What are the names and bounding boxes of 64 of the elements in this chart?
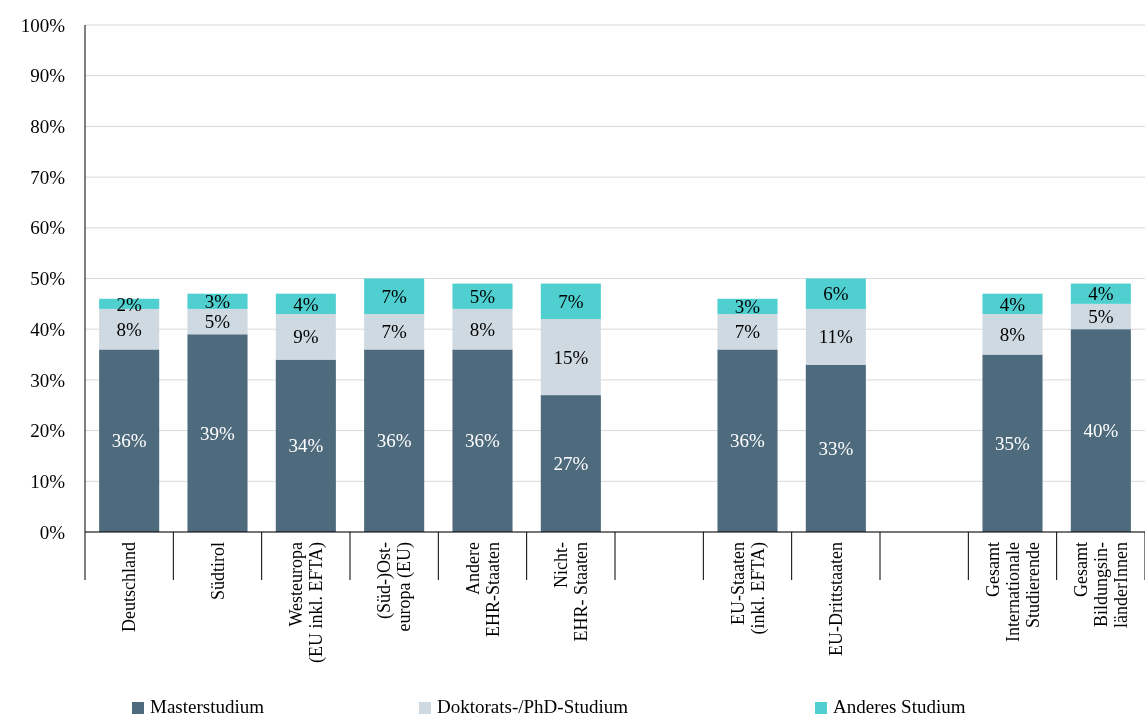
data-label: 40%	[1083, 420, 1119, 442]
bar	[982, 354, 1043, 532]
y-tick-label: 90%	[30, 65, 66, 87]
y-tick-label: 70%	[30, 166, 66, 188]
y-tick-label: 20%	[30, 420, 66, 442]
legend-label: Doktorats-/PhD-Studium	[437, 696, 629, 717]
bar	[540, 395, 601, 532]
x-tick-label: Westeuropa (EU inkl. EFTA)	[285, 541, 327, 664]
bar	[805, 364, 866, 532]
data-label: 33%	[818, 437, 854, 459]
data-label: 35%	[995, 432, 1031, 454]
bar	[452, 349, 513, 532]
data-label: 3%	[734, 296, 761, 318]
data-label: 36%	[376, 430, 412, 452]
x-tick-label: EU-Drittstaaten	[825, 542, 846, 656]
data-label: 3%	[204, 290, 231, 312]
y-tick-label: 10%	[30, 470, 66, 492]
bar	[99, 349, 160, 532]
x-tick-label: EU-Staaten (inkl. EFTA)	[727, 542, 769, 635]
data-label: 5%	[469, 285, 496, 307]
data-label: 15%	[553, 346, 589, 368]
data-label: 36%	[111, 430, 147, 452]
x-tick-label: Deutschland	[119, 542, 140, 632]
bar	[540, 283, 601, 320]
x-tick-label: Südtirol	[207, 542, 228, 601]
data-label: 5%	[1088, 306, 1114, 328]
x-tick-label: Nicht- EHR- Staaten	[550, 541, 591, 642]
data-label: 7%	[558, 290, 584, 312]
data-label: 7%	[381, 285, 407, 307]
y-tick-label: 80%	[30, 116, 66, 138]
y-tick-label: 50%	[30, 268, 66, 290]
y-tick-label: 0%	[39, 521, 66, 543]
bar	[717, 349, 778, 532]
bar	[275, 359, 336, 532]
data-label: 39%	[200, 422, 236, 444]
x-tick-label: Gesamt Bildungsin- länderInnen	[1070, 542, 1131, 628]
bar	[187, 334, 248, 532]
data-label: 7%	[381, 321, 407, 343]
data-label: 9%	[293, 326, 319, 348]
data-label: 4%	[999, 293, 1026, 315]
x-tick-label: Gesamt Internationale Studierende	[982, 541, 1043, 642]
data-label: 4%	[293, 293, 319, 315]
data-label: 4%	[1088, 283, 1114, 305]
data-label: 36%	[465, 430, 501, 452]
x-tick-label: (Süd-)Ost- europa (EU)	[374, 542, 416, 632]
y-tick-label: 30%	[30, 369, 66, 391]
bar	[364, 278, 425, 314]
data-label: 7%	[734, 321, 761, 343]
y-tick-label: 60%	[30, 217, 66, 239]
data-label: 8%	[999, 323, 1026, 345]
bar	[364, 349, 425, 532]
y-tick-label: 100%	[20, 14, 66, 36]
data-label: 11%	[818, 326, 854, 348]
legend-label: Anderes Studium	[833, 696, 966, 717]
bar	[1070, 329, 1131, 532]
data-label: 36%	[730, 430, 766, 452]
legend-label: Masterstudium	[150, 696, 265, 717]
data-label: 5%	[204, 311, 231, 333]
data-label: 6%	[823, 283, 849, 305]
data-label: 8%	[116, 318, 142, 340]
y-tick-label: 40%	[30, 318, 66, 340]
data-label: 8%	[469, 318, 496, 340]
data-label: 27%	[553, 453, 589, 475]
data-label: 34%	[288, 435, 324, 457]
